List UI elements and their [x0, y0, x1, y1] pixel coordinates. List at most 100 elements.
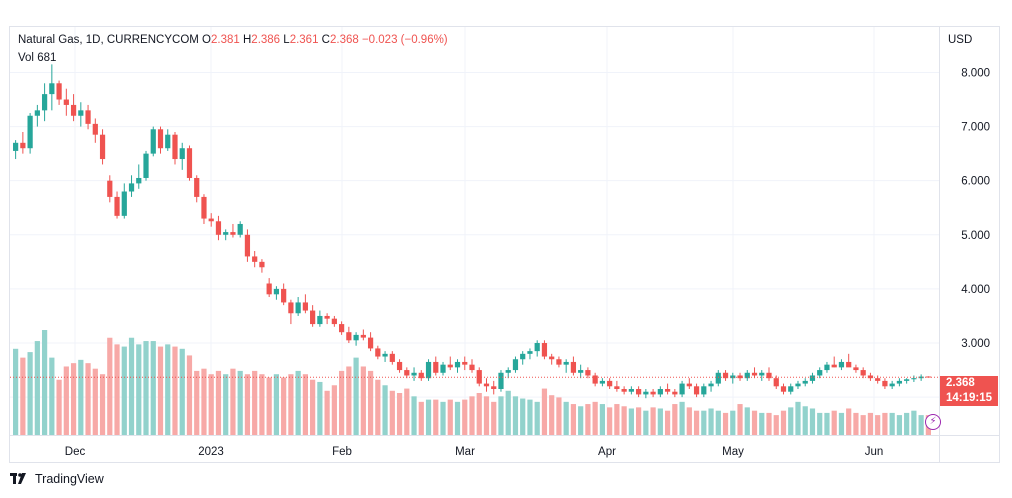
candle-body	[404, 370, 410, 376]
candle	[918, 374, 924, 381]
open-value: 2.381	[211, 34, 240, 46]
volume-bar	[244, 374, 251, 435]
candle-body	[788, 386, 794, 392]
candle	[179, 142, 185, 170]
candle-body	[136, 177, 142, 184]
candle	[889, 380, 895, 390]
candle	[382, 351, 388, 362]
candle	[556, 356, 562, 368]
volume-bar	[128, 337, 135, 435]
volume-bar	[585, 404, 591, 435]
candle-body	[751, 372, 758, 376]
currency-label[interactable]: USD	[948, 34, 973, 46]
candle-body	[215, 221, 222, 235]
candle-body	[317, 315, 323, 325]
volume-bar	[230, 368, 236, 435]
candle-body	[809, 375, 816, 381]
candle-body	[186, 148, 193, 178]
candle	[795, 380, 801, 390]
candle-body	[737, 375, 743, 379]
candle-body	[824, 364, 830, 371]
volume-bar	[570, 404, 577, 435]
candle	[411, 367, 417, 381]
candle	[259, 259, 265, 273]
volume-bar	[476, 393, 482, 435]
candle-body	[353, 334, 359, 341]
volume-bar	[875, 415, 881, 435]
volume-bar	[411, 396, 417, 435]
candle-body	[780, 386, 787, 392]
volume-label[interactable]: Vol	[18, 52, 34, 64]
candle-body	[70, 104, 77, 116]
candle	[751, 367, 758, 379]
x-tick-label: Jun	[865, 446, 884, 458]
candle	[780, 383, 787, 395]
candle-body	[20, 142, 26, 149]
candle	[367, 332, 374, 352]
tradingview-logo[interactable]: TradingView	[10, 472, 104, 486]
candle	[165, 129, 171, 151]
volume-bar	[802, 406, 808, 435]
candle-body	[802, 380, 808, 384]
candle	[425, 359, 432, 381]
candle	[788, 383, 794, 395]
candle-body	[766, 372, 772, 379]
volume-bar	[165, 344, 171, 435]
candle-body	[882, 380, 888, 387]
grid-lines	[10, 27, 939, 435]
volume-bar	[534, 401, 540, 435]
candles	[13, 64, 931, 399]
candle	[599, 378, 606, 387]
volume-bar	[418, 401, 424, 435]
candle-body	[41, 94, 48, 111]
symbol-title[interactable]: Natural Gas, 1D, CURRENCYCOM	[18, 34, 199, 46]
candle-body	[679, 383, 685, 395]
volume-bar	[310, 379, 316, 435]
volume-bar	[541, 388, 548, 435]
candle	[317, 310, 323, 327]
volume-bar	[751, 410, 758, 435]
volume-bar	[338, 370, 345, 435]
candle-body	[56, 83, 62, 100]
candle	[331, 315, 337, 327]
candle-body	[549, 356, 555, 360]
candle-body	[143, 153, 149, 178]
candle-body	[570, 361, 577, 373]
candle	[860, 367, 866, 379]
candle-body	[223, 232, 229, 235]
candle-body	[425, 361, 432, 379]
candle	[107, 175, 113, 203]
price-axis-border	[939, 27, 940, 462]
volume-bar	[708, 408, 714, 435]
y-tick-label: 3.000	[961, 338, 990, 350]
candle-body	[128, 183, 135, 192]
low-label: L	[283, 34, 290, 46]
candle-body	[534, 343, 540, 352]
candle-body	[165, 134, 171, 149]
candle-body	[896, 380, 903, 384]
candle	[512, 356, 519, 373]
lightning-icon[interactable]: ⚡	[925, 414, 941, 430]
candle-body	[237, 223, 243, 235]
candle	[440, 361, 446, 376]
candle-body	[194, 177, 200, 197]
volume-bar	[389, 390, 395, 435]
volume-bar	[273, 374, 280, 435]
candle-body	[411, 372, 417, 376]
candle	[672, 389, 678, 398]
candle	[360, 329, 366, 341]
volume-bar	[549, 395, 555, 435]
candle-body	[259, 261, 265, 268]
candle	[310, 305, 316, 327]
candle-body	[722, 372, 729, 379]
candle-body	[107, 180, 113, 197]
candle-body	[643, 391, 649, 395]
candle	[157, 126, 164, 154]
candle	[78, 102, 84, 127]
candle-body	[483, 383, 490, 387]
candle	[498, 370, 504, 392]
candle-body	[730, 375, 736, 379]
volume-bar	[744, 407, 750, 435]
volume-bar	[78, 359, 84, 435]
